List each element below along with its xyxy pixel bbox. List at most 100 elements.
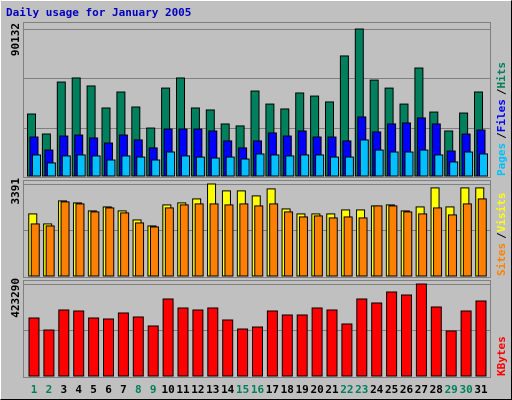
bar (105, 207, 115, 277)
bar (240, 158, 250, 177)
legend-entry: KBytes (495, 336, 508, 376)
bar (300, 154, 310, 177)
legend: KBytes (495, 336, 508, 376)
bar (136, 156, 146, 177)
bar (374, 149, 384, 177)
bar (103, 318, 114, 377)
bar (121, 155, 131, 177)
bar (224, 204, 234, 277)
bar (359, 139, 369, 177)
x-tick-label: 31 (474, 383, 488, 396)
bar (430, 306, 442, 377)
bar (313, 215, 323, 277)
x-tick-label: 24 (370, 383, 384, 396)
bar (45, 225, 55, 277)
bar (32, 154, 41, 177)
bar (449, 161, 459, 177)
bar (296, 314, 308, 377)
legend-separator: / (495, 232, 508, 239)
bar (75, 203, 85, 277)
bar (403, 211, 413, 277)
x-tick-label: 15 (236, 383, 249, 396)
x-tick-label: 11 (176, 383, 190, 396)
bar (460, 310, 472, 377)
bar (311, 307, 323, 377)
bar (164, 207, 174, 277)
bar (328, 217, 338, 277)
bar (147, 325, 159, 377)
x-tick-label: 18 (281, 383, 294, 396)
bar (373, 205, 383, 277)
bar (344, 156, 354, 177)
bar (266, 310, 278, 377)
bar (135, 222, 145, 277)
bar (90, 211, 100, 277)
x-tick-label: 26 (400, 383, 414, 396)
y-tick-label: 3391 (9, 178, 22, 205)
x-tick-label: 16 (251, 383, 265, 396)
x-tick-label: 23 (355, 383, 368, 396)
x-tick-label: 27 (415, 383, 428, 396)
legend-separator: / (495, 88, 508, 95)
bar (58, 309, 70, 377)
bar (281, 314, 293, 377)
bar (298, 216, 308, 277)
bar (151, 159, 161, 177)
bar (43, 329, 55, 377)
bar (181, 155, 190, 177)
x-tick-label: 1 (31, 383, 38, 396)
y-tick-label: 423290 (9, 278, 22, 318)
bar (404, 151, 414, 177)
x-tick-label: 29 (445, 383, 458, 396)
chart-title: Daily usage for January 2005 (6, 6, 191, 19)
bar (162, 298, 174, 377)
bar (46, 162, 56, 177)
x-tick-label: 28 (430, 383, 443, 396)
bar (434, 154, 444, 177)
bar (389, 151, 399, 177)
bar (269, 203, 279, 277)
legend: Pages/Files/Hits (495, 62, 508, 176)
bar (106, 159, 116, 177)
x-tick-label: 7 (120, 383, 127, 396)
bar (401, 294, 412, 377)
bar (285, 155, 295, 177)
bar (30, 223, 40, 277)
x-tick-label: 19 (296, 383, 309, 396)
x-tick-label: 4 (75, 383, 82, 396)
bar (418, 213, 428, 277)
x-tick-label: 12 (191, 383, 204, 396)
bar (433, 207, 443, 277)
bar (284, 211, 294, 277)
bar (132, 316, 144, 377)
x-tick-label: 2 (46, 383, 53, 396)
x-tick-label: 14 (221, 383, 235, 396)
bar (445, 330, 457, 377)
bar (166, 151, 176, 177)
legend-entry: Sites (495, 243, 508, 276)
x-tick-label: 8 (135, 383, 142, 396)
bar (479, 153, 488, 177)
bar (462, 203, 472, 277)
bar (237, 328, 249, 377)
bar (475, 300, 487, 377)
bar (371, 302, 383, 377)
bar (76, 154, 86, 177)
bar (254, 205, 264, 277)
bar (415, 283, 427, 377)
bar (315, 154, 325, 177)
x-tick-label: 17 (266, 383, 279, 396)
bar (464, 151, 474, 177)
bar (88, 317, 100, 377)
bar (91, 155, 101, 177)
bar (195, 156, 205, 177)
bar (356, 298, 368, 377)
x-tick-label: 20 (310, 383, 323, 396)
bar (210, 157, 220, 177)
x-tick-label: 5 (90, 383, 97, 396)
bar (419, 149, 429, 177)
legend-separator: / (495, 132, 508, 139)
bar (61, 155, 71, 177)
